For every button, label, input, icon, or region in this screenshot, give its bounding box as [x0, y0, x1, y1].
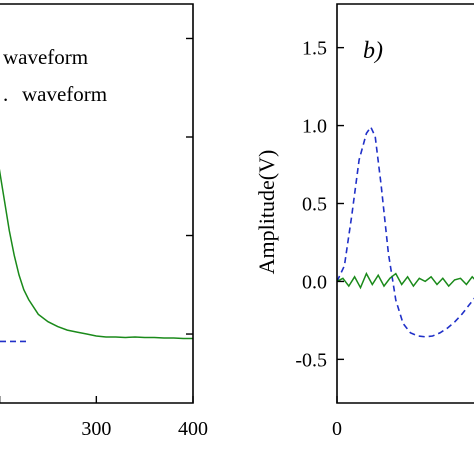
panel-a-x-tick-label-1: 300 — [81, 418, 111, 440]
panel-a-plot-area — [0, 168, 193, 343]
panel-b-ticks: 0101.51.00.50.0-0.5 — [295, 38, 344, 440]
panel-b-y-tick-label-3: 0.5 — [302, 194, 327, 216]
panel-a-ticks: 300 400 — [0, 37, 208, 440]
panel-a-frame — [0, 3, 194, 404]
panel-b-y-tick-label-5: -0.5 — [295, 349, 327, 371]
legend-entry-2: waveform — [22, 82, 107, 106]
panel-b-y-tick-label-1: 1.5 — [302, 38, 327, 60]
legend-entry-2-marker-fragment: . — [3, 82, 8, 106]
panel-a: 300 400 waveform waveform . — [0, 3, 208, 440]
panel-b-label: b) — [363, 38, 383, 64]
panel-b-y-tick-label-2: 1.0 — [302, 116, 327, 138]
panel-b-series-1-line — [337, 125, 474, 338]
panel-b: 0101.51.00.50.0-0.5 b) Amplitude(V) — [254, 3, 474, 440]
panel-b-y-tick-label-4: 0.0 — [302, 271, 327, 293]
panel-b-plot-area — [337, 125, 474, 338]
panel-b-y-axis-label: Amplitude(V) — [254, 150, 279, 275]
panel-a-x-tick-label-2: 400 — [178, 418, 208, 440]
legend: waveform waveform . — [3, 45, 107, 106]
legend-entry-1: waveform — [3, 45, 88, 69]
panel-b-frame — [336, 3, 474, 404]
panel-b-series-2-line — [337, 271, 474, 290]
panel-a-series-1-line — [0, 168, 193, 340]
panel-b-x-tick-label-1: 0 — [332, 418, 342, 440]
